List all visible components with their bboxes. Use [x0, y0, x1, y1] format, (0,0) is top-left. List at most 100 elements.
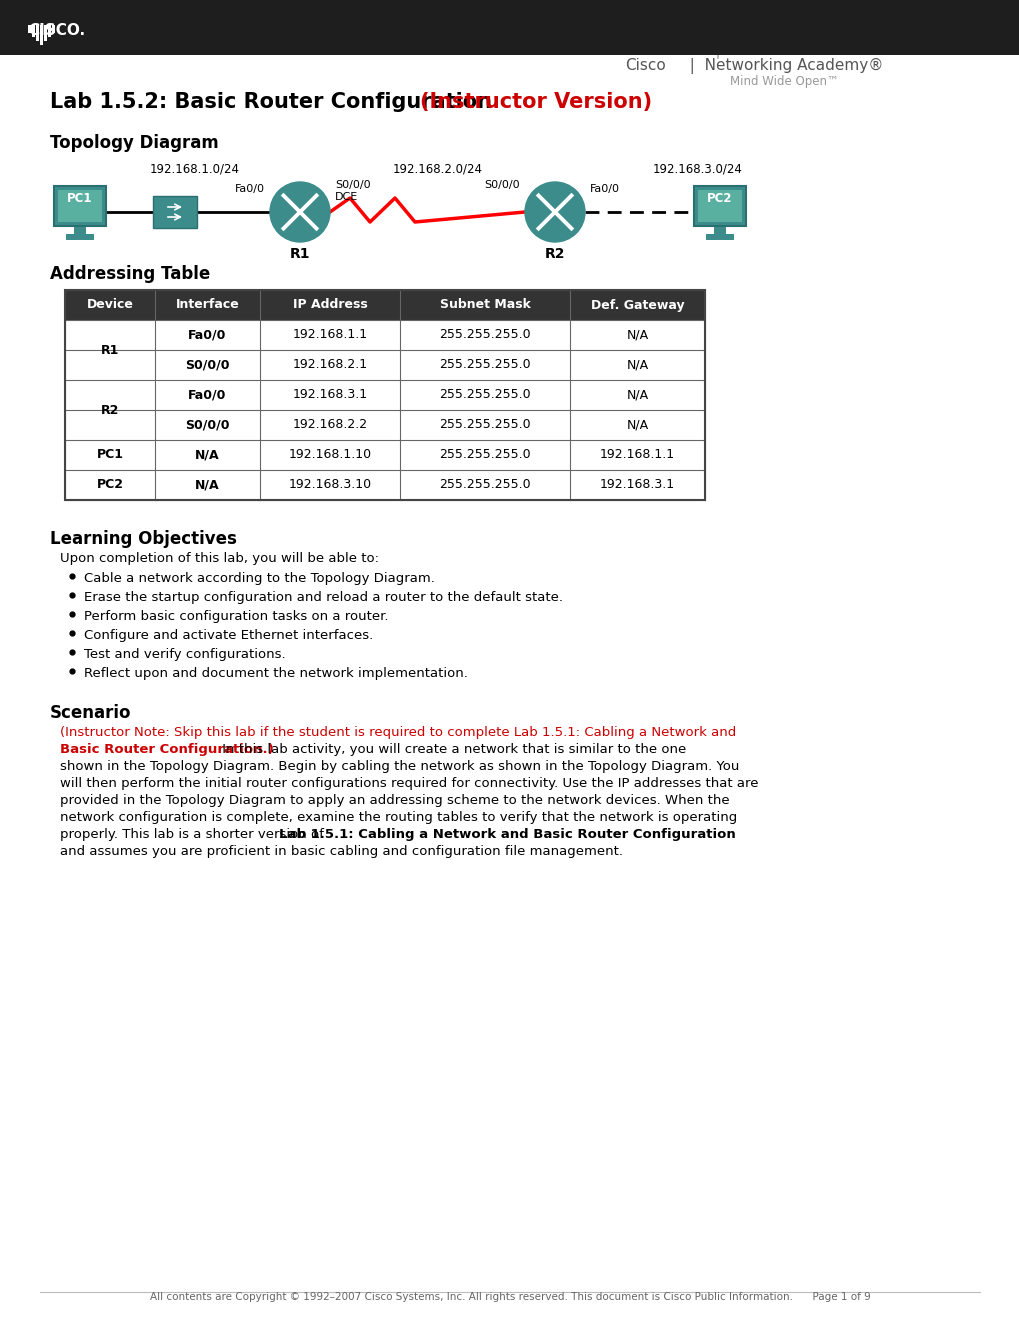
Text: Fa0/0: Fa0/0 — [234, 183, 265, 194]
Text: 192.168.1.1: 192.168.1.1 — [599, 449, 675, 462]
Text: Perform basic configuration tasks on a router.: Perform basic configuration tasks on a r… — [84, 610, 388, 623]
Bar — [48, 25, 51, 37]
Bar — [153, 195, 197, 228]
Text: Reflect upon and document the network implementation.: Reflect upon and document the network im… — [84, 667, 468, 680]
Text: Upon completion of this lab, you will be able to:: Upon completion of this lab, you will be… — [60, 552, 379, 565]
Text: R1: R1 — [289, 247, 310, 261]
Bar — [28, 25, 31, 33]
Text: 192.168.3.10: 192.168.3.10 — [288, 479, 371, 491]
Bar — [65, 411, 704, 440]
Text: N/A: N/A — [195, 479, 220, 491]
Text: PC2: PC2 — [97, 479, 123, 491]
Text: S0/0/0: S0/0/0 — [185, 359, 229, 371]
Text: DCE: DCE — [334, 191, 358, 202]
Bar — [44, 25, 47, 41]
Text: Cable a network according to the Topology Diagram.: Cable a network according to the Topolog… — [84, 572, 434, 585]
Text: 192.168.2.2: 192.168.2.2 — [292, 418, 367, 432]
Text: Mind Wide Open™: Mind Wide Open™ — [730, 75, 838, 88]
Bar — [65, 319, 704, 350]
Text: 255.255.255.0: 255.255.255.0 — [439, 359, 530, 371]
Text: CISCO.: CISCO. — [28, 22, 85, 38]
Bar — [40, 25, 43, 45]
Text: 192.168.3.1: 192.168.3.1 — [599, 479, 675, 491]
Circle shape — [270, 182, 330, 242]
Text: 192.168.2.0/24: 192.168.2.0/24 — [392, 162, 483, 176]
Bar — [0, 0, 1019, 55]
Text: Fa0/0: Fa0/0 — [189, 388, 226, 401]
Text: Learning Objectives: Learning Objectives — [50, 531, 236, 548]
Bar — [36, 25, 39, 41]
Text: 192.168.3.0/24: 192.168.3.0/24 — [652, 162, 742, 176]
Bar — [32, 25, 35, 37]
Text: Topology Diagram: Topology Diagram — [50, 135, 218, 152]
Bar — [54, 186, 106, 226]
Text: 255.255.255.0: 255.255.255.0 — [439, 449, 530, 462]
Text: PC2: PC2 — [706, 191, 732, 205]
Text: PC1: PC1 — [67, 191, 93, 205]
Text: R1: R1 — [101, 343, 119, 356]
Text: In this lab activity, you will create a network that is similar to the one: In this lab activity, you will create a … — [218, 743, 686, 756]
Bar — [74, 226, 86, 234]
Text: (Instructor Note: Skip this lab if the student is required to complete Lab 1.5.1: (Instructor Note: Skip this lab if the s… — [60, 726, 736, 739]
Text: provided in the Topology Diagram to apply an addressing scheme to the network de: provided in the Topology Diagram to appl… — [60, 795, 729, 807]
Text: IP Address: IP Address — [292, 298, 367, 312]
Text: S0/0/0: S0/0/0 — [185, 418, 229, 432]
Text: 192.168.2.1: 192.168.2.1 — [292, 359, 367, 371]
Bar — [65, 290, 704, 500]
Text: N/A: N/A — [626, 418, 648, 432]
Text: 192.168.1.0/24: 192.168.1.0/24 — [150, 162, 239, 176]
Text: shown in the Topology Diagram. Begin by cabling the network as shown in the Topo: shown in the Topology Diagram. Begin by … — [60, 760, 739, 774]
Text: 192.168.1.10: 192.168.1.10 — [288, 449, 371, 462]
Text: (Instructor Version): (Instructor Version) — [420, 92, 651, 112]
Text: Lab 1.5.1: Cabling a Network and Basic Router Configuration: Lab 1.5.1: Cabling a Network and Basic R… — [279, 828, 736, 841]
Text: 255.255.255.0: 255.255.255.0 — [439, 388, 530, 401]
Text: Fa0/0: Fa0/0 — [589, 183, 620, 194]
Text: Configure and activate Ethernet interfaces.: Configure and activate Ethernet interfac… — [84, 630, 373, 642]
Text: Device: Device — [87, 298, 133, 312]
Bar — [52, 25, 55, 33]
Bar — [713, 226, 726, 234]
Bar — [65, 440, 704, 470]
Text: |  Networking Academy®: | Networking Academy® — [680, 58, 882, 74]
Text: 192.168.1.1: 192.168.1.1 — [292, 329, 367, 342]
Text: Addressing Table: Addressing Table — [50, 265, 210, 282]
Text: 255.255.255.0: 255.255.255.0 — [439, 418, 530, 432]
Text: PC1: PC1 — [97, 449, 123, 462]
Text: N/A: N/A — [195, 449, 220, 462]
Text: 192.168.3.1: 192.168.3.1 — [292, 388, 367, 401]
Text: will then perform the initial router configurations required for connectivity. U: will then perform the initial router con… — [60, 777, 758, 789]
Bar — [697, 190, 741, 222]
Text: R2: R2 — [544, 247, 565, 261]
Text: R2: R2 — [101, 404, 119, 417]
Bar — [65, 290, 704, 319]
Text: Def. Gateway: Def. Gateway — [590, 298, 684, 312]
Circle shape — [525, 182, 585, 242]
Text: Lab 1.5.2: Basic Router Configuration: Lab 1.5.2: Basic Router Configuration — [50, 92, 498, 112]
Bar — [693, 186, 745, 226]
Text: Test and verify configurations.: Test and verify configurations. — [84, 648, 285, 661]
Bar — [705, 234, 734, 240]
Text: and assumes you are proficient in basic cabling and configuration file managemen: and assumes you are proficient in basic … — [60, 845, 623, 858]
Text: Fa0/0: Fa0/0 — [189, 329, 226, 342]
Bar — [65, 470, 704, 500]
Text: 255.255.255.0: 255.255.255.0 — [439, 329, 530, 342]
Text: N/A: N/A — [626, 359, 648, 371]
Text: Scenario: Scenario — [50, 704, 131, 722]
Bar — [58, 190, 102, 222]
Text: N/A: N/A — [626, 388, 648, 401]
Text: Erase the startup configuration and reload a router to the default state.: Erase the startup configuration and relo… — [84, 591, 562, 605]
Text: Subnet Mask: Subnet Mask — [439, 298, 530, 312]
Bar — [66, 234, 94, 240]
Text: S0/0/0: S0/0/0 — [334, 180, 370, 190]
Text: network configuration is complete, examine the routing tables to verify that the: network configuration is complete, exami… — [60, 810, 737, 824]
Text: N/A: N/A — [626, 329, 648, 342]
Text: properly. This lab is a shorter version of: properly. This lab is a shorter version … — [60, 828, 328, 841]
Text: S0/0/0: S0/0/0 — [484, 180, 520, 190]
Bar — [65, 380, 704, 411]
Text: Cisco: Cisco — [625, 58, 665, 73]
Text: All contents are Copyright © 1992–2007 Cisco Systems, Inc. All rights reserved. : All contents are Copyright © 1992–2007 C… — [150, 1292, 869, 1302]
Text: 255.255.255.0: 255.255.255.0 — [439, 479, 530, 491]
Text: Basic Router Configuration.): Basic Router Configuration.) — [60, 743, 273, 756]
Text: Interface: Interface — [175, 298, 239, 312]
Bar — [65, 350, 704, 380]
